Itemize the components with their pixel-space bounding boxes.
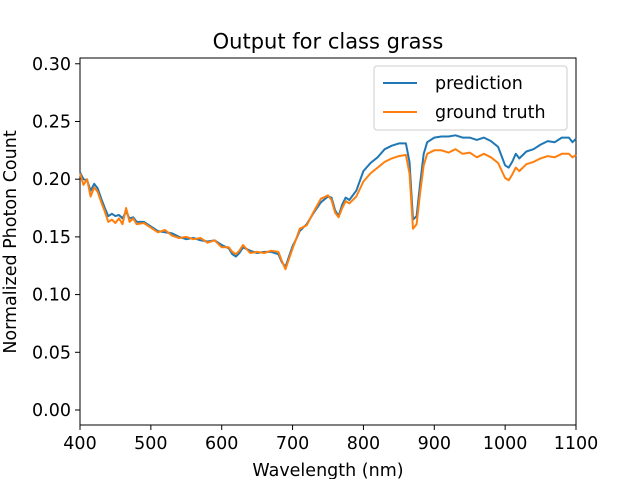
legend-label-prediction: prediction [435, 74, 523, 94]
y-tick-label: 0.20 [32, 170, 71, 190]
y-tick-label: 0.05 [32, 343, 71, 363]
plot-frame [79, 57, 577, 426]
x-tick-label: 1100 [554, 434, 599, 454]
x-tick-label: 400 [63, 434, 96, 454]
x-tick-label: 800 [347, 434, 380, 454]
y-axis-ticks: 0.00 0.05 0.10 0.15 0.20 0.25 0.30 [32, 55, 80, 421]
x-axis-ticks: 400 500 600 700 800 900 1000 1100 [63, 425, 598, 454]
chart-title: Output for class grass [213, 30, 444, 54]
x-tick-label: 500 [134, 434, 167, 454]
legend: prediction ground truth [373, 65, 568, 131]
y-tick-label: 0.10 [32, 286, 71, 306]
y-axis-label: Normalized Photon Count [1, 130, 21, 353]
y-tick-label: 0.25 [32, 112, 71, 132]
series-line-prediction [79, 134, 577, 268]
x-axis-label: Wavelength (nm) [252, 461, 403, 479]
y-tick-label: 0.15 [32, 228, 71, 248]
y-tick-label: 0.30 [32, 55, 71, 75]
series-line-ground-truth [79, 148, 577, 271]
legend-label-ground-truth: ground truth [435, 103, 546, 123]
series-layer [79, 134, 577, 271]
legend-box [373, 65, 568, 131]
x-tick-label: 600 [205, 434, 238, 454]
plot-area: 400 500 600 700 800 900 1000 1100 0.000.050.100… [32, 55, 598, 454]
y-tick-label: 0.00 [32, 401, 71, 421]
x-tick-label: 700 [276, 434, 309, 454]
x-tick-label: 1000 [483, 434, 528, 454]
x-tick-label: 900 [418, 434, 451, 454]
